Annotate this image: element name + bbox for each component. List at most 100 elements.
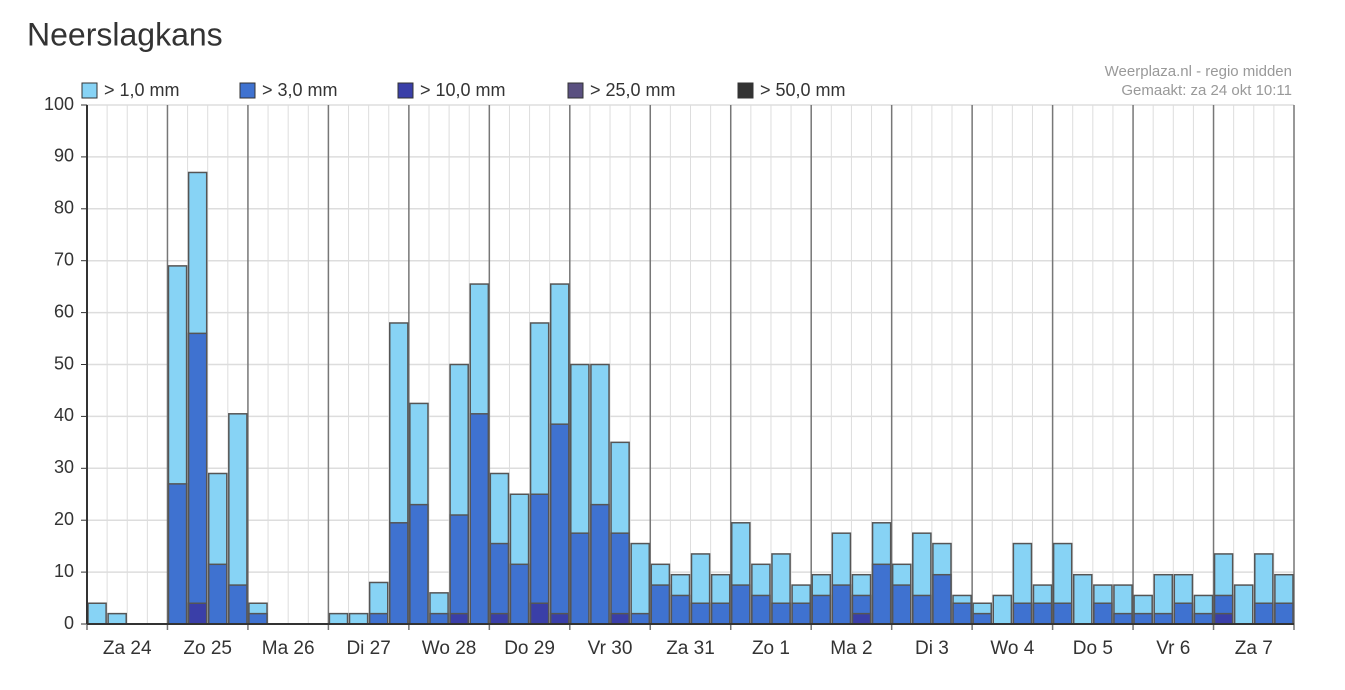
y-tick-label: 60 <box>54 301 74 321</box>
y-tick-label: 90 <box>54 146 74 166</box>
x-tick-label: Zo 25 <box>183 638 232 659</box>
x-tick-label: Za 31 <box>666 638 715 659</box>
x-tick-label: Ma 26 <box>262 638 315 659</box>
bar <box>811 594 832 625</box>
bar <box>107 612 127 625</box>
bar <box>207 563 228 625</box>
y-tick-label: 30 <box>54 457 74 477</box>
bar <box>1072 573 1093 625</box>
x-tick-label: Di 27 <box>346 638 390 659</box>
y-tick-label: 10 <box>54 561 74 581</box>
source: Weerplaza.nl - regio midden <box>1105 63 1292 80</box>
bar <box>610 532 630 625</box>
legend-label: > 10,0 mm <box>420 80 506 100</box>
bar <box>1233 584 1254 625</box>
bar <box>549 612 570 625</box>
bar <box>228 584 248 625</box>
bar <box>730 584 751 625</box>
bar <box>549 423 570 625</box>
bar <box>1133 612 1153 625</box>
bar <box>630 612 651 625</box>
bar <box>1153 612 1174 625</box>
bar <box>469 413 490 625</box>
bar <box>710 602 731 625</box>
bar <box>690 602 711 625</box>
x-tick-label: Vr 30 <box>588 638 633 659</box>
x-tick-label: Ma 2 <box>830 638 872 659</box>
bar <box>891 584 912 625</box>
y-tick-label: 100 <box>44 94 74 114</box>
legend-label: > 1,0 mm <box>104 80 180 100</box>
bar <box>87 602 107 625</box>
x-tick-label: Za 24 <box>103 638 152 659</box>
y-tick-label: 70 <box>54 249 74 269</box>
bar <box>389 522 409 625</box>
y-tick-label: 50 <box>54 353 74 373</box>
bar <box>871 563 892 625</box>
legend-swatch <box>239 82 256 99</box>
bar <box>348 612 369 625</box>
bar <box>248 612 268 625</box>
bar <box>449 612 469 625</box>
bar <box>1113 612 1133 625</box>
bar <box>791 602 811 625</box>
bar <box>590 503 610 625</box>
legend-swatch <box>397 82 414 99</box>
x-tick-label: Di 3 <box>915 638 949 659</box>
legend-label: > 50,0 mm <box>760 80 846 100</box>
bar <box>449 514 469 625</box>
bar <box>1173 602 1194 625</box>
x-tick-label: Do 5 <box>1073 638 1113 659</box>
bar <box>1093 602 1113 625</box>
bar <box>409 503 429 625</box>
x-tick-label: Do 29 <box>504 638 555 659</box>
bar <box>952 602 972 625</box>
bar <box>831 584 852 625</box>
bar <box>509 563 530 625</box>
bar <box>328 612 349 625</box>
y-tick-label: 80 <box>54 198 74 218</box>
legend-swatch <box>81 82 98 99</box>
x-tick-label: Wo 4 <box>990 638 1034 659</box>
bar <box>972 612 993 625</box>
x-tick-label: Za 7 <box>1235 638 1273 659</box>
bar <box>650 584 671 625</box>
y-tick-label: 40 <box>54 405 74 425</box>
bar <box>992 594 1013 625</box>
bar <box>1012 602 1033 625</box>
bar <box>1274 602 1294 625</box>
bar <box>932 573 952 625</box>
x-tick-label: Vr 6 <box>1156 638 1190 659</box>
bar <box>187 602 208 625</box>
bar <box>529 602 550 625</box>
bar <box>912 594 932 625</box>
y-tick-label: 20 <box>54 509 74 529</box>
chart-title: Neerslagkans <box>27 16 223 52</box>
x-tick-label: Zo 1 <box>752 638 790 659</box>
bar <box>167 483 188 625</box>
legend-label: > 25,0 mm <box>590 80 676 100</box>
bar <box>751 594 771 625</box>
bar <box>670 594 691 625</box>
legend-swatch <box>737 82 754 99</box>
bar <box>610 612 630 625</box>
bar <box>187 332 208 625</box>
bar <box>630 542 651 625</box>
legend-swatch <box>567 82 584 99</box>
bar <box>1193 612 1214 625</box>
legend-label: > 3,0 mm <box>262 80 338 100</box>
bar <box>1213 612 1234 625</box>
made-note: Gemaakt: za 24 okt 10:11 <box>1121 82 1292 99</box>
bar <box>771 602 791 625</box>
bar <box>489 612 510 625</box>
y-tick-label: 0 <box>64 613 74 633</box>
bar <box>1254 602 1274 625</box>
bar <box>570 532 590 625</box>
x-tick-label: Wo 28 <box>422 638 477 659</box>
bar <box>368 612 389 625</box>
bar <box>851 612 872 625</box>
bar <box>1052 602 1073 625</box>
bar <box>429 612 449 625</box>
